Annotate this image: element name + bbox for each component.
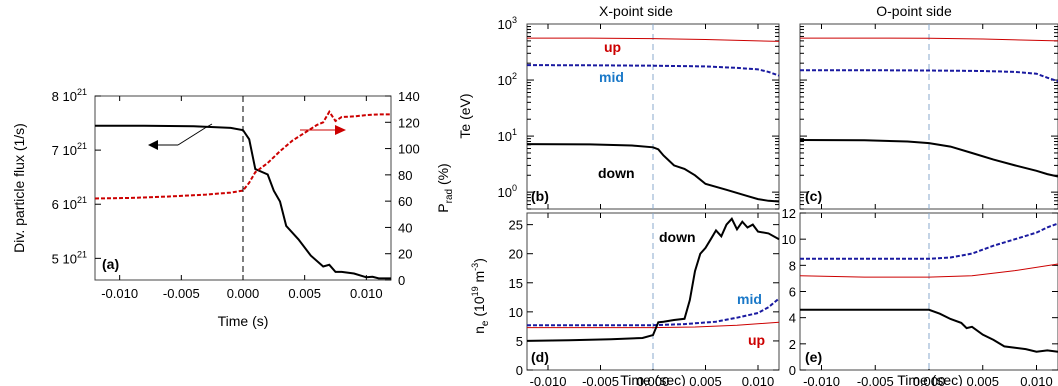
panel-e-series (799, 222, 1058, 353)
panel-a-ytick-right-label: 20 (398, 247, 412, 262)
panel-b-series-up (527, 37, 780, 42)
panel-d-ytick-label: 10 (509, 305, 523, 320)
panel-a-ytick-left-label: 8 1021 (52, 87, 87, 104)
panel-a-series (94, 109, 391, 280)
panel-d-ytick-label: 15 (509, 276, 523, 291)
panel-e-xtick-label: 0.005 (966, 374, 999, 386)
header-x-point-side: X-point side (599, 3, 673, 19)
panel-b-ytick-label: 102 (498, 71, 517, 88)
panel-a-ylabel-left: Div. particle flux (1/s) (11, 123, 27, 253)
panel-e-xlabel: Time (sec) (897, 372, 963, 386)
panel-e-ytick-label: 6 (789, 285, 796, 300)
panel-e-series-mid (800, 222, 1058, 260)
panel-b-ytick-label: 101 (498, 127, 517, 144)
panel-a-xtick-label: 0.005 (288, 286, 321, 301)
panel-d-series-up (527, 321, 780, 329)
panel-d-ytick-label: 5 (516, 334, 523, 349)
panel-b-series-down (526, 143, 780, 203)
panel-d-xtick-label: -0.010 (530, 374, 567, 386)
panel-a-ytick-right-label: 120 (398, 115, 420, 130)
panel-a-ytick-right-label: 100 (398, 142, 420, 157)
panel-a-label: (a) (102, 256, 119, 272)
panel-b-ytick-label: 100 (498, 183, 517, 200)
panel-a-ytick-right-label: 140 (398, 89, 420, 104)
panel-e-ytick-label: 12 (782, 206, 796, 221)
header-o-point-side: O-point side (876, 3, 952, 19)
annotation-mid-d: mid (737, 291, 762, 307)
panel-d-ytick-label: 20 (509, 247, 523, 262)
panel-c-series-up (800, 37, 1058, 42)
panel-a: -0.010 -0.005 0.000 0.005 0.010 5 1021 6 1021 7… (11, 87, 455, 329)
panel-d: -0.010 -0.005 0.000 0.005 0.010 0 5 10 15 20 25 (d… (470, 212, 780, 386)
panel-a-ytick-right-label: 80 (398, 168, 412, 183)
panel-a-xtick-label: 0.000 (227, 286, 260, 301)
panel-e-ytick-label: 0 (789, 363, 796, 378)
annotation-up-d: up (748, 332, 765, 348)
panel-e-ytick-label: 2 (789, 337, 796, 352)
panel-c-label: (c) (805, 188, 822, 204)
panel-b-ticks: 100 101 102 103 (498, 15, 779, 210)
annotation-down-d: down (659, 229, 696, 245)
panel-e-xtick-label: 0.010 (1020, 374, 1053, 386)
panel-b-ytick-label: 103 (498, 15, 517, 32)
panel-d-ytick-label: 0 (516, 363, 523, 378)
panel-a-ylabel-right: Prad (%) (435, 163, 455, 212)
panel-b: 100 101 102 103 (b) up mid down Te (eV) (457, 15, 780, 210)
panel-b-series-mid (526, 64, 780, 77)
panel-a-series-flux (95, 124, 391, 280)
panel-e-ytick-label: 10 (782, 232, 796, 247)
panel-a-series-prad (94, 109, 391, 200)
panel-a-xtick-label: 0.010 (350, 286, 383, 301)
annotation-up-b: up (604, 39, 621, 55)
panel-a-ytick-right-label: 40 (398, 220, 412, 235)
panel-a-ytick-left-label: 7 1021 (52, 141, 87, 158)
panel-e-label: (e) (805, 349, 822, 365)
panel-e-xtick-label: -0.010 (803, 374, 840, 386)
panel-e-ticks: -0.010 -0.005 0.000 0.005 0.010 0 2 4 6 8 10 12 (782, 206, 1058, 386)
arrow-left-icon (148, 123, 213, 150)
panel-d-xtick-label: 0.005 (689, 374, 722, 386)
panel-e-xtick-label: -0.005 (857, 374, 894, 386)
panel-d-xlabel: Time (sec) (620, 372, 686, 386)
panel-a-ytick-right-label: 60 (398, 194, 412, 209)
panel-a-xlabel: Time (s) (218, 313, 269, 329)
panel-a-ytick-right-label: 0 (398, 273, 405, 288)
panel-d-label: (d) (531, 349, 549, 365)
panel-a-ytick-left-label: 6 1021 (52, 195, 87, 212)
panel-a-xtick-label: -0.005 (163, 286, 200, 301)
panel-e-xtick-label: 0.000 (913, 374, 946, 386)
panel-a-ticks: -0.010 -0.005 0.000 0.005 0.010 5 1021 6 1021 7… (52, 87, 420, 301)
panel-d-ticks: -0.010 -0.005 0.000 0.005 0.010 0 5 10 15 20 25 (509, 213, 779, 386)
panel-e-ytick-label: 8 (789, 258, 796, 273)
panel-b-series (526, 37, 780, 203)
panel-a-ytick-left-label: 5 1021 (52, 249, 87, 266)
panel-e-series-down (800, 308, 1058, 353)
panel-d-ytick-label: 25 (509, 218, 523, 233)
panel-e-series-up (799, 263, 1058, 278)
panel-d-xtick-label: -0.005 (582, 374, 619, 386)
annotation-down-b: down (598, 165, 635, 181)
panel-d-ylabel: ne (1019 m-3) (470, 258, 491, 334)
panel-a-xtick-label: -0.010 (101, 286, 138, 301)
panel-d-xtick-label: 0.010 (742, 374, 775, 386)
panel-e-ytick-label: 4 (789, 311, 796, 326)
panel-e: -0.010 -0.005 0.000 0.005 0.010 0 2 4 6 8 10 12 (e)… (782, 206, 1058, 386)
panel-d-series (526, 217, 780, 342)
annotation-mid-b: mid (599, 69, 624, 85)
panel-d-series-mid (527, 297, 780, 327)
panel-b-label: (b) (531, 188, 549, 204)
panel-c-series-down (799, 139, 1058, 178)
panel-b-ylabel: Te (eV) (457, 93, 473, 138)
panel-c: (c) (799, 23, 1058, 210)
arrow-right-icon (300, 125, 346, 135)
panel-d-xtick-label: 0.000 (637, 374, 670, 386)
panel-c-series-mid (800, 69, 1058, 83)
panel-c-series (799, 37, 1058, 178)
panel-d-series-down (526, 217, 780, 342)
